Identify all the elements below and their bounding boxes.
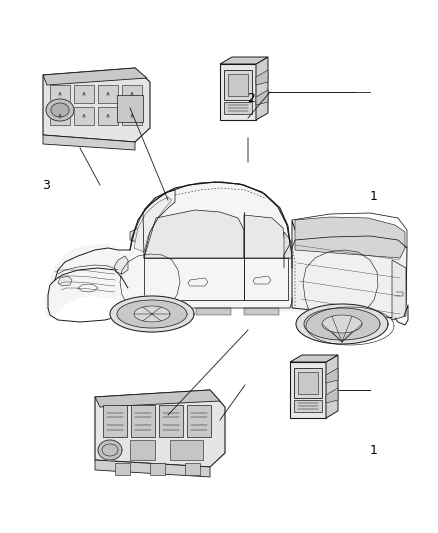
Polygon shape bbox=[98, 440, 122, 460]
Polygon shape bbox=[98, 107, 118, 125]
Polygon shape bbox=[326, 368, 338, 383]
Polygon shape bbox=[187, 405, 211, 437]
Polygon shape bbox=[122, 107, 142, 125]
Text: 1: 1 bbox=[370, 190, 378, 203]
Polygon shape bbox=[58, 276, 72, 286]
Polygon shape bbox=[95, 390, 225, 467]
Polygon shape bbox=[220, 64, 256, 120]
Polygon shape bbox=[326, 388, 338, 403]
Polygon shape bbox=[322, 315, 362, 333]
Polygon shape bbox=[244, 215, 285, 258]
Polygon shape bbox=[196, 308, 231, 315]
Polygon shape bbox=[130, 228, 145, 242]
Polygon shape bbox=[256, 70, 268, 85]
Polygon shape bbox=[134, 306, 170, 322]
Polygon shape bbox=[392, 260, 406, 320]
Polygon shape bbox=[295, 217, 405, 258]
Polygon shape bbox=[45, 182, 408, 328]
Polygon shape bbox=[43, 135, 135, 150]
Polygon shape bbox=[134, 197, 172, 252]
Polygon shape bbox=[50, 85, 70, 103]
Polygon shape bbox=[244, 308, 279, 315]
Polygon shape bbox=[95, 390, 220, 407]
Polygon shape bbox=[290, 362, 326, 418]
Polygon shape bbox=[326, 355, 338, 418]
Polygon shape bbox=[144, 210, 244, 258]
Polygon shape bbox=[150, 463, 165, 475]
Polygon shape bbox=[110, 296, 194, 332]
Polygon shape bbox=[159, 405, 183, 437]
Polygon shape bbox=[131, 405, 155, 437]
Polygon shape bbox=[294, 368, 322, 398]
Polygon shape bbox=[290, 355, 338, 362]
Polygon shape bbox=[115, 463, 130, 475]
Polygon shape bbox=[224, 102, 252, 114]
Polygon shape bbox=[43, 68, 147, 85]
Polygon shape bbox=[95, 460, 210, 477]
Polygon shape bbox=[284, 232, 292, 258]
Text: 1: 1 bbox=[370, 444, 378, 457]
Polygon shape bbox=[51, 103, 69, 117]
Polygon shape bbox=[224, 70, 252, 100]
Polygon shape bbox=[304, 308, 380, 340]
Polygon shape bbox=[98, 85, 118, 103]
Polygon shape bbox=[122, 85, 142, 103]
Polygon shape bbox=[114, 256, 128, 274]
Polygon shape bbox=[117, 95, 143, 122]
Polygon shape bbox=[228, 74, 248, 96]
Polygon shape bbox=[292, 220, 407, 318]
Polygon shape bbox=[46, 99, 74, 121]
Polygon shape bbox=[50, 107, 70, 125]
Polygon shape bbox=[256, 57, 268, 120]
Polygon shape bbox=[294, 400, 322, 412]
Polygon shape bbox=[298, 372, 318, 394]
Polygon shape bbox=[170, 440, 203, 460]
Polygon shape bbox=[74, 85, 94, 103]
Polygon shape bbox=[117, 300, 187, 328]
Polygon shape bbox=[103, 405, 127, 437]
Text: 2: 2 bbox=[247, 92, 255, 105]
Polygon shape bbox=[220, 57, 268, 64]
Text: 3: 3 bbox=[42, 179, 49, 192]
Polygon shape bbox=[43, 68, 150, 142]
Polygon shape bbox=[130, 440, 155, 460]
Polygon shape bbox=[296, 304, 388, 344]
Polygon shape bbox=[74, 107, 94, 125]
Polygon shape bbox=[148, 308, 183, 315]
Polygon shape bbox=[38, 180, 430, 340]
Polygon shape bbox=[185, 463, 200, 475]
Polygon shape bbox=[256, 90, 268, 105]
